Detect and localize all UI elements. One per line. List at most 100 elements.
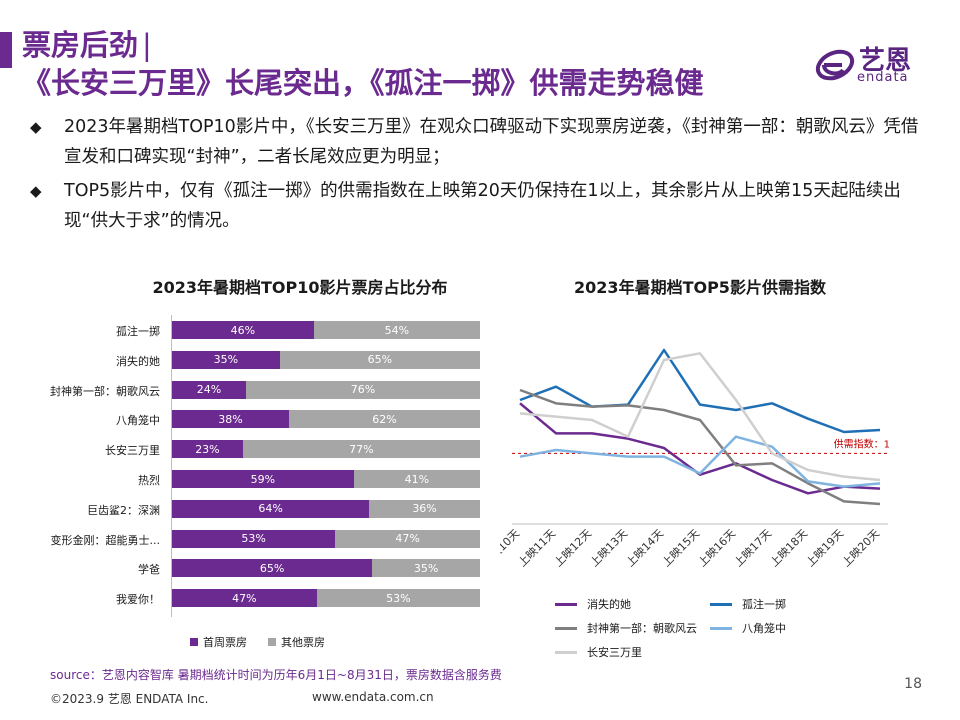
- x-tick-label: 上映13天: [588, 527, 630, 569]
- legend-label: 其他票房: [281, 636, 325, 649]
- x-tick-label: 上映11天: [516, 527, 558, 569]
- line-legend-item: 孤注一掷: [710, 596, 786, 612]
- series-line-0: [519, 402, 881, 495]
- bar-data-label: 65%: [367, 353, 393, 367]
- bar-first-week: 53%: [172, 529, 336, 548]
- title-line-2: 《长安三万里》长尾突出，《孤注一掷》供需走势稳健: [22, 66, 704, 100]
- bar-first-week: 38%: [172, 410, 290, 429]
- title-accent-bar: [0, 32, 12, 68]
- bar-other: 62%: [289, 410, 480, 429]
- x-tick-label: 上映12天: [552, 527, 594, 569]
- legend-label: 长安三万里: [587, 646, 642, 659]
- bar-other: 77%: [242, 440, 480, 459]
- bar-other: 35%: [372, 559, 480, 578]
- bar-category-label: 消失的她: [116, 354, 160, 368]
- x-tick-label: 上映16天: [696, 527, 738, 569]
- endata-logo: 艺恩 endata: [815, 44, 927, 86]
- line-legend-item: 消失的她: [555, 596, 631, 612]
- page-number: 18: [904, 676, 922, 692]
- x-tick-label: 上映18天: [768, 527, 810, 569]
- x-tick-label: 上映14天: [624, 527, 666, 569]
- legend-line-swatch: [710, 626, 732, 630]
- diamond-bullet-icon: ◆: [30, 182, 42, 200]
- bar-first-week: 35%: [172, 350, 280, 369]
- series-line-2: [519, 388, 881, 506]
- bar-first-week: 24%: [172, 380, 246, 399]
- bar-axis-line: [171, 315, 172, 617]
- logo-sub-text: endata: [857, 70, 909, 85]
- bar-data-label: 64%: [258, 502, 283, 516]
- legend-label: 首周票房: [203, 636, 247, 649]
- series-line-3: [519, 435, 881, 488]
- bar-other: 36%: [369, 499, 480, 518]
- footer-source: source：艺恩内容智库 暑期档统计时间为历年6月1日~8月31日，票房数据含…: [50, 668, 502, 682]
- bar-legend-item: 其他票房: [268, 634, 325, 650]
- bar-data-label: 47%: [395, 532, 420, 546]
- bullet-item: ◆ 2023年暑期档TOP10影片中，《长安三万里》在观众口碑驱动下实现票房逆袭…: [30, 112, 930, 172]
- legend-swatch: [190, 638, 198, 646]
- bar-data-label: 41%: [404, 472, 430, 486]
- bar-data-label: 35%: [413, 561, 439, 575]
- bullet-list: ◆ 2023年暑期档TOP10影片中，《长安三万里》在观众口碑驱动下实现票房逆袭…: [30, 112, 930, 240]
- legend-line-swatch: [710, 602, 732, 606]
- title-line-1: 票房后劲: [22, 28, 139, 62]
- series-line-4: [519, 352, 881, 482]
- line-chart-title: 2023年暑期档TOP5影片供需指数: [574, 278, 826, 297]
- x-tick-label: 上映15天: [660, 527, 702, 569]
- bullet-text: TOP5影片中，仅有《孤注一掷》的供需指数在上映第20天仍保持在1以上，其余影片…: [64, 181, 901, 231]
- line-legend-item: 封神第一部：朝歌风云: [555, 620, 697, 636]
- bar-data-label: 53%: [386, 591, 411, 605]
- bar-data-label: 38%: [218, 412, 243, 426]
- bar-category-label: 封神第一部：朝歌风云: [50, 384, 160, 398]
- legend-swatch: [268, 638, 276, 646]
- endata-logo-icon: [815, 49, 855, 81]
- bar-first-week: 59%: [172, 470, 354, 488]
- x-tick-label: 上映20天: [840, 527, 882, 569]
- bar-category-label: 孤注一掷: [116, 325, 160, 338]
- bar-data-label: 23%: [195, 442, 220, 456]
- title-separator: |: [142, 28, 152, 62]
- bar-other: 47%: [335, 529, 480, 548]
- bar-category-label: 八角笼中: [116, 414, 160, 428]
- bar-category-label: 学爸: [138, 563, 160, 577]
- bullet-text: 2023年暑期档TOP10影片中，《长安三万里》在观众口碑驱动下实现票房逆袭，《…: [64, 117, 919, 167]
- bar-legend-item: 首周票房: [190, 634, 247, 650]
- legend-label: 八角笼中: [742, 622, 786, 635]
- bar-first-week: 65%: [172, 559, 373, 578]
- bar-data-label: 46%: [230, 323, 256, 337]
- bar-first-week: 47%: [172, 589, 317, 608]
- bar-other: 65%: [279, 350, 480, 369]
- bar-data-label: 35%: [213, 353, 239, 367]
- legend-label: 封神第一部：朝歌风云: [587, 622, 697, 635]
- bar-category-label: 长安三万里: [105, 444, 160, 458]
- bar-category-label: 热烈: [138, 474, 160, 487]
- bar-first-week: 64%: [172, 499, 370, 518]
- x-tick-label: 上映19天: [804, 527, 846, 569]
- diamond-bullet-icon: ◆: [30, 118, 42, 136]
- bullet-item: ◆ TOP5影片中，仅有《孤注一掷》的供需指数在上映第20天仍保持在1以上，其余…: [30, 176, 930, 236]
- bar-other: 76%: [245, 380, 480, 399]
- x-tick-label: 上映17天: [732, 527, 774, 569]
- bar-category-label: 巨齿鲨2：深渊: [87, 503, 160, 517]
- legend-line-swatch: [555, 626, 577, 630]
- bar-data-label: 76%: [350, 383, 376, 397]
- bar-data-label: 47%: [232, 591, 257, 605]
- bar-data-label: 36%: [412, 502, 437, 516]
- line-legend-item: 八角笼中: [710, 620, 786, 636]
- legend-label: 孤注一掷: [742, 598, 786, 611]
- bar-first-week: 46%: [172, 321, 314, 339]
- bar-data-label: 65%: [259, 561, 285, 575]
- bar-other: 41%: [353, 470, 480, 488]
- bar-category-label: 变形金刚：超能勇士...: [50, 533, 161, 547]
- logo-brand-text: 艺恩: [859, 46, 912, 76]
- bar-first-week: 23%: [172, 440, 243, 459]
- bar-data-label: 77%: [349, 442, 374, 456]
- bar-other: 54%: [313, 321, 480, 339]
- page-title: 票房后劲 | 《长安三万里》长尾突出，《孤注一掷》供需走势稳健: [22, 26, 704, 102]
- bar-data-label: 59%: [250, 472, 276, 486]
- bar-data-label: 54%: [384, 323, 410, 337]
- legend-line-swatch: [555, 650, 577, 654]
- legend-label: 消失的她: [587, 598, 631, 611]
- footer-website[interactable]: www.endata.com.cn: [312, 690, 434, 704]
- line-legend-item: 长安三万里: [555, 644, 642, 660]
